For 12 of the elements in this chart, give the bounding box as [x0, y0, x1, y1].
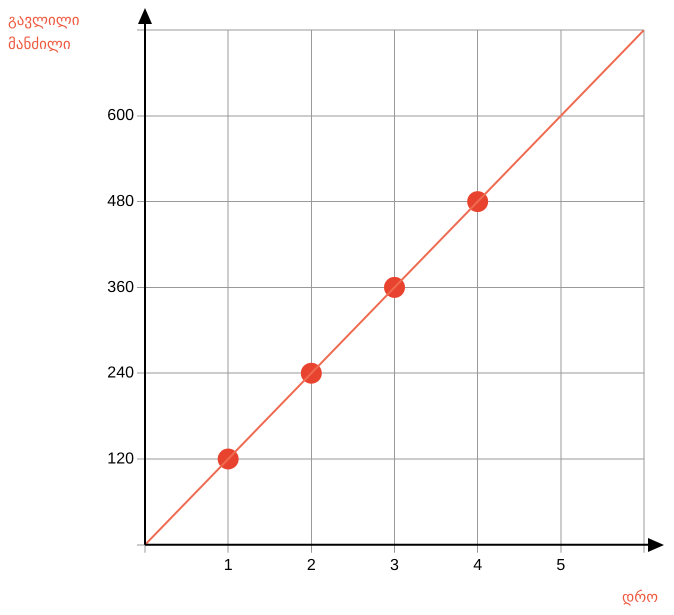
x-axis-title: დრო — [622, 588, 658, 606]
x-tick-label: 2 — [306, 556, 316, 574]
x-tick-label: 4 — [473, 556, 482, 574]
y-tick-label: 120 — [107, 450, 134, 468]
y-axis-title: გავლილი მანძილი — [8, 10, 80, 55]
y-tick-label: 480 — [107, 193, 134, 210]
x-tick-label: 1 — [224, 556, 233, 574]
y-tick-label: 600 — [107, 107, 134, 124]
x-tick-label: 5 — [556, 556, 566, 574]
x-tick-label: 3 — [390, 556, 400, 574]
y-tick-label: 360 — [107, 278, 134, 296]
y-tick-label: 240 — [107, 364, 134, 382]
